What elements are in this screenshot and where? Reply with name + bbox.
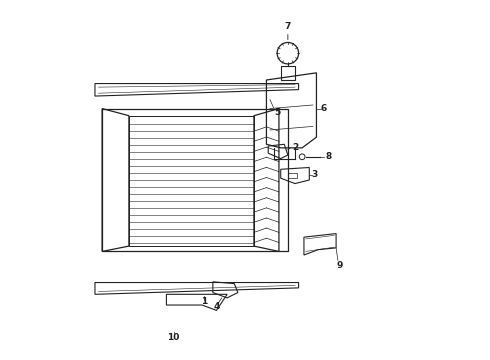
Bar [129, 116, 254, 246]
Text: 3: 3 [312, 170, 318, 179]
Bar [288, 173, 297, 178]
Text: 7: 7 [285, 22, 291, 31]
Text: 2: 2 [292, 143, 298, 152]
Text: 4: 4 [213, 302, 220, 311]
Bar [102, 109, 288, 251]
Text: 9: 9 [337, 261, 343, 270]
Text: 10: 10 [168, 333, 180, 342]
Text: 1: 1 [201, 297, 207, 306]
Text: 5: 5 [274, 108, 280, 117]
Text: 6: 6 [320, 104, 327, 113]
Text: 8: 8 [326, 152, 332, 161]
